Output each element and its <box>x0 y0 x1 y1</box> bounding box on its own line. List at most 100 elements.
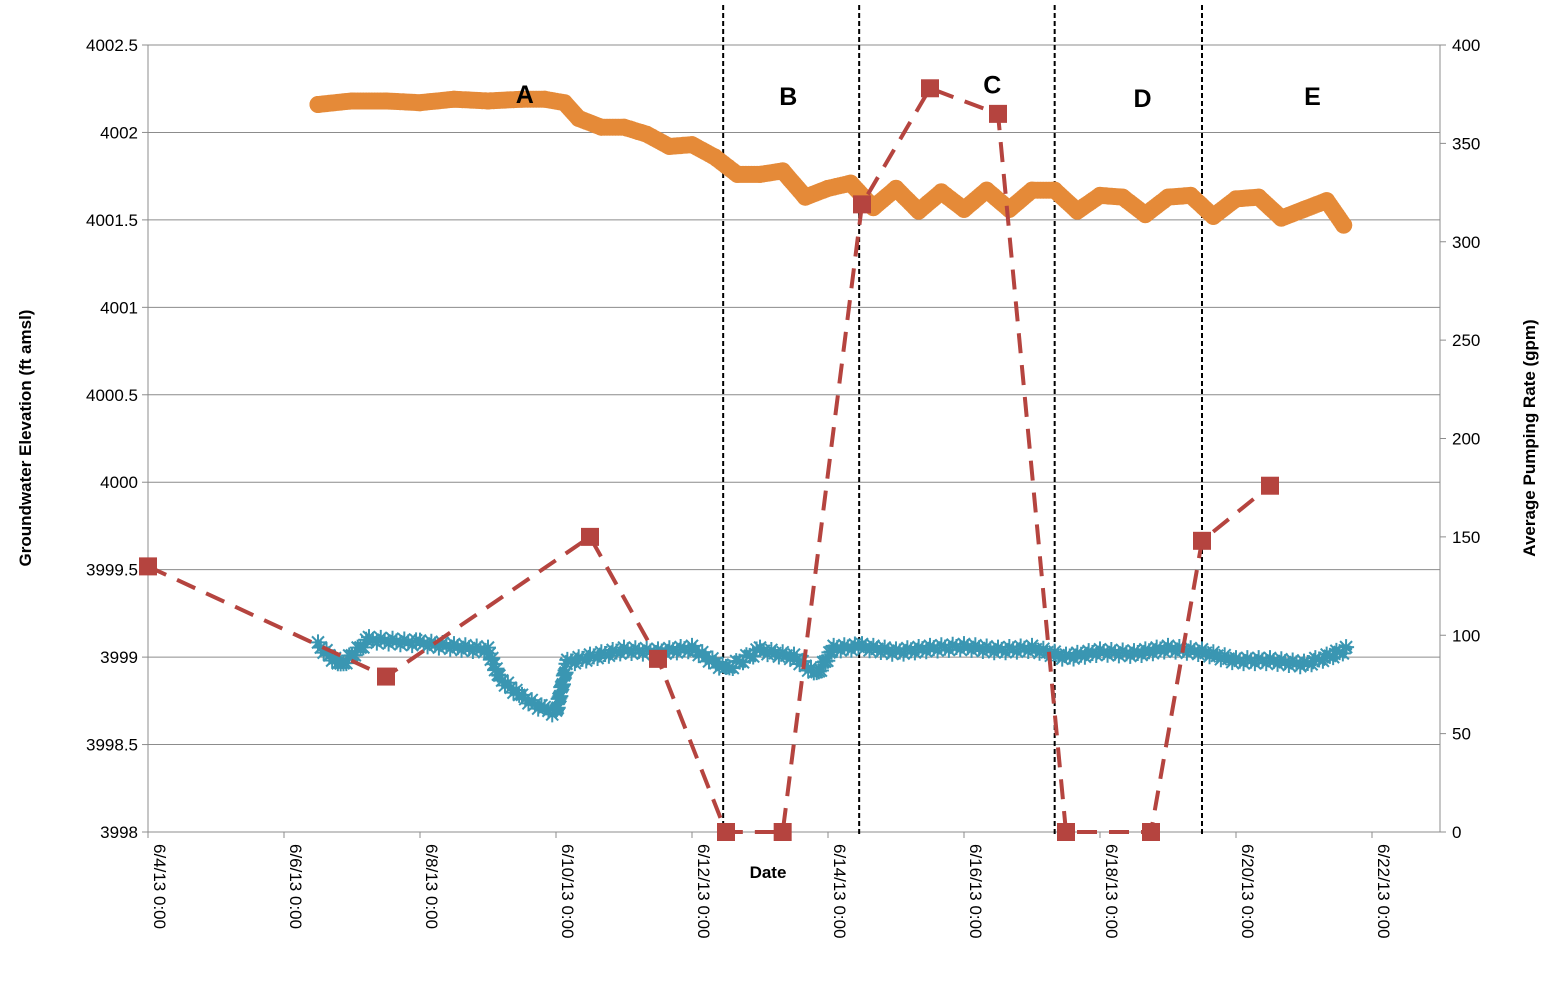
data-point <box>519 694 525 701</box>
period-label: C <box>983 71 1001 99</box>
right-tick-label: 300 <box>1452 233 1480 252</box>
data-point <box>570 109 588 127</box>
x-tick-label: 6/18/13 0:00 <box>1102 844 1121 939</box>
data-point <box>791 654 797 661</box>
data-point <box>1023 181 1041 199</box>
data-point <box>564 659 571 666</box>
left-axis-title: Groundwater Elevation (ft amsl) <box>16 310 35 567</box>
data-point <box>773 823 792 841</box>
data-point <box>315 641 321 648</box>
data-point <box>921 79 939 98</box>
period-label: D <box>1133 85 1151 113</box>
data-point <box>961 643 967 650</box>
data-point <box>621 647 627 654</box>
right-axis-title: Average Pumping Rate (gpm) <box>1520 319 1539 556</box>
data-point <box>887 179 905 197</box>
period-label: B <box>779 83 797 111</box>
data-point <box>1182 186 1200 204</box>
data-point <box>751 165 769 183</box>
data-point <box>995 647 1001 654</box>
data-point <box>1029 645 1035 652</box>
data-point <box>309 95 327 113</box>
x-axis-title: Date <box>750 863 787 882</box>
left-tick-label: 4002 <box>100 123 138 142</box>
data-point <box>1159 188 1177 206</box>
data-point <box>978 181 996 199</box>
data-point <box>541 706 548 713</box>
data-point <box>445 90 463 108</box>
left-tick-label: 3998.5 <box>86 736 138 755</box>
data-point <box>513 90 531 108</box>
data-point <box>581 527 599 546</box>
data-point <box>587 654 593 661</box>
data-point <box>1068 202 1086 220</box>
data-point <box>485 647 491 654</box>
left-tick-label: 4000.5 <box>86 386 138 405</box>
data-point <box>1193 531 1211 550</box>
data-point <box>689 645 695 652</box>
period-labels: A B C D E <box>516 71 1321 113</box>
right-tick-label: 50 <box>1452 725 1471 744</box>
right-tick-label: 0 <box>1452 823 1461 842</box>
data-point <box>893 648 899 655</box>
data-point <box>813 671 820 678</box>
x-tick-label: 6/8/13 0:00 <box>422 844 441 929</box>
data-point <box>615 118 633 136</box>
right-tick-label: 250 <box>1452 331 1480 350</box>
data-point <box>830 645 837 652</box>
data-point <box>853 195 871 214</box>
data-point <box>842 174 860 192</box>
data-point <box>1301 661 1307 668</box>
x-tick-label: 6/16/13 0:00 <box>966 844 985 939</box>
data-point <box>553 710 559 717</box>
data-point <box>1057 823 1075 841</box>
right-tick-label: 350 <box>1452 134 1480 153</box>
series-marks <box>139 79 1355 841</box>
data-point <box>1267 657 1273 664</box>
data-point <box>1335 216 1353 234</box>
left-tick-label: 3999 <box>100 648 138 667</box>
data-point <box>717 823 735 841</box>
data-point <box>1165 645 1171 652</box>
data-point <box>337 662 344 669</box>
data-point <box>1250 188 1268 206</box>
data-point <box>757 647 763 654</box>
left-tick-label: 3999.5 <box>86 561 138 580</box>
data-point <box>343 92 361 110</box>
tick-labels: 39983998.539993999.540004000.540014001.5… <box>86 36 1480 939</box>
data-point <box>859 643 865 650</box>
data-point <box>1227 190 1245 208</box>
right-tick-label: 200 <box>1452 430 1480 449</box>
data-point <box>1323 654 1330 661</box>
data-point <box>592 118 610 136</box>
data-point <box>638 125 656 143</box>
left-tick-label: 4001.5 <box>86 211 138 230</box>
data-point <box>1046 181 1064 199</box>
data-point <box>479 92 497 110</box>
data-point <box>1318 192 1336 210</box>
data-point <box>728 165 746 183</box>
data-point <box>1346 645 1353 652</box>
data-point <box>955 200 973 218</box>
data-point <box>927 645 933 652</box>
data-point <box>1114 188 1132 206</box>
data-point <box>660 137 678 155</box>
x-tick-label: 6/4/13 0:00 <box>150 844 169 929</box>
data-point <box>989 104 1007 123</box>
x-tick-label: 6/10/13 0:00 <box>558 844 577 939</box>
data-point <box>451 643 457 650</box>
data-point <box>1000 200 1018 218</box>
x-tick-label: 6/6/13 0:00 <box>286 844 305 929</box>
data-point <box>819 179 837 197</box>
data-point <box>1142 823 1160 841</box>
data-point <box>411 94 429 112</box>
left-tick-label: 3998 <box>100 823 138 842</box>
data-point <box>774 162 792 180</box>
data-point <box>1136 206 1154 224</box>
x-tick-label: 6/22/13 0:00 <box>1374 844 1393 939</box>
data-point <box>1131 650 1137 657</box>
data-point <box>1091 186 1109 204</box>
data-point <box>556 94 573 112</box>
